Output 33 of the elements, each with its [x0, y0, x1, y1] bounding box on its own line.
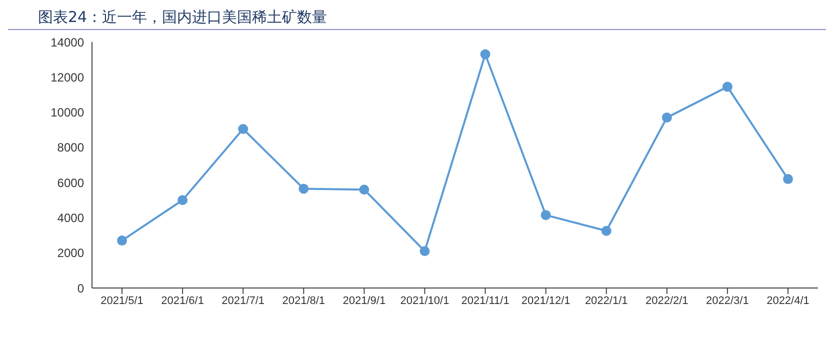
x-tick-label: 2021/6/1 — [161, 294, 204, 307]
point — [783, 174, 793, 184]
point — [722, 82, 732, 92]
y-tick-label: 8000 — [57, 140, 84, 155]
y-tick-label: 10000 — [50, 106, 84, 120]
point — [178, 195, 188, 206]
point — [601, 226, 612, 236]
chart-title: 图表24：近一年，国内进口美国稀土矿数量 — [8, 8, 826, 30]
x-tick-label: 2021/10/1 — [400, 294, 450, 307]
x-tick-label: 2022/1/1 — [584, 294, 628, 307]
point — [420, 246, 430, 256]
point — [662, 112, 672, 123]
y-tick-label: 0 — [77, 281, 84, 296]
y-tick-label: 4000 — [57, 210, 84, 225]
x-tick-label: 2022/3/1 — [706, 294, 749, 307]
point — [298, 184, 309, 194]
x-tick-label: 2021/7/1 — [222, 294, 265, 307]
x-tick-label: 2022/2/1 — [645, 294, 688, 307]
point — [540, 210, 551, 220]
point — [480, 49, 490, 60]
x-tick-label: 2021/8/1 — [282, 294, 326, 307]
x-tick-label: 2021/9/1 — [342, 294, 386, 307]
x-tick-label: 2022/4/1 — [766, 294, 810, 307]
y-tick-label: 2000 — [57, 246, 84, 260]
point — [359, 184, 370, 195]
x-tick-label: 2021/5/1 — [100, 294, 144, 307]
y-tick-label: 6000 — [57, 176, 84, 190]
point — [117, 236, 127, 246]
x-tick-label: 2021/12/1 — [521, 294, 570, 307]
y-tick-label: 12000 — [50, 70, 84, 84]
point — [238, 124, 248, 134]
x-tick-label: 2021/11/1 — [461, 294, 510, 307]
y-tick-label: 14000 — [50, 35, 84, 50]
